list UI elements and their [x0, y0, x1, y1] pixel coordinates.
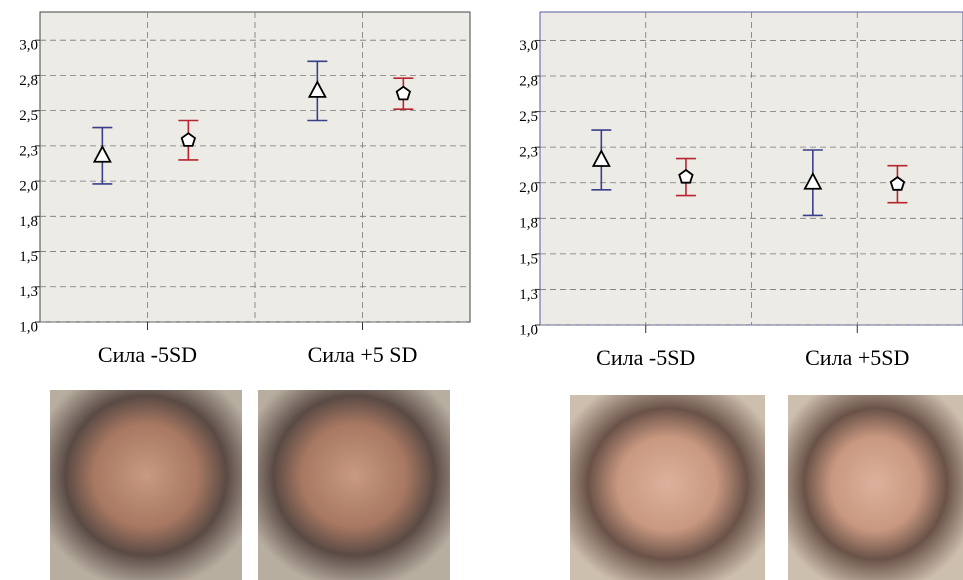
plot-area [540, 12, 963, 325]
face-photo [570, 395, 765, 580]
y-tick-label: 2,8 [19, 73, 38, 89]
y-tick-label: 1,8 [519, 216, 538, 232]
chart: 1,0 1,3 1,5 1,8 2,0 2,3 2,5 2,8 3,0 Сила -5SD Сила… [19, 12, 470, 367]
x-tick-label: Сила +5 SD [308, 342, 418, 367]
chart: 1,0 1,3 1,5 1,8 2,0 2,3 2,5 2,8 3,0 Сила -5SD Сила… [519, 12, 963, 370]
y-tick-label: 1,5 [19, 249, 38, 265]
face-photo [788, 395, 963, 580]
figure: 1,0 1,3 1,5 1,8 2,0 2,3 2,5 2,8 3,0 Сила -5SD Сила… [0, 0, 963, 580]
x-tick-label: Сила -5SD [98, 342, 197, 367]
x-tick-label: Сила +5SD [805, 345, 909, 370]
y-tick-label: 1,3 [19, 284, 38, 300]
y-tick-label: 1,3 [519, 287, 538, 303]
face-photo [258, 390, 450, 580]
y-tick-label: 2,0 [19, 179, 38, 195]
y-tick-label: 2,8 [519, 73, 538, 89]
y-tick-label: 3,0 [519, 38, 538, 54]
y-tick-label: 1,8 [19, 214, 38, 230]
face-photos [50, 390, 963, 580]
y-tick-label: 2,5 [19, 108, 38, 124]
y-tick-label: 1,0 [519, 322, 538, 338]
y-tick-label: 2,3 [19, 143, 38, 159]
y-tick-label: 2,3 [519, 145, 538, 161]
y-tick-label: 1,5 [519, 251, 538, 267]
face-photo [50, 390, 242, 580]
x-tick-label: Сила -5SD [596, 345, 695, 370]
y-tick-label: 2,5 [519, 109, 538, 125]
y-tick-label: 3,0 [19, 38, 38, 54]
y-tick-label: 2,0 [519, 180, 538, 196]
y-tick-label: 1,0 [19, 319, 38, 335]
